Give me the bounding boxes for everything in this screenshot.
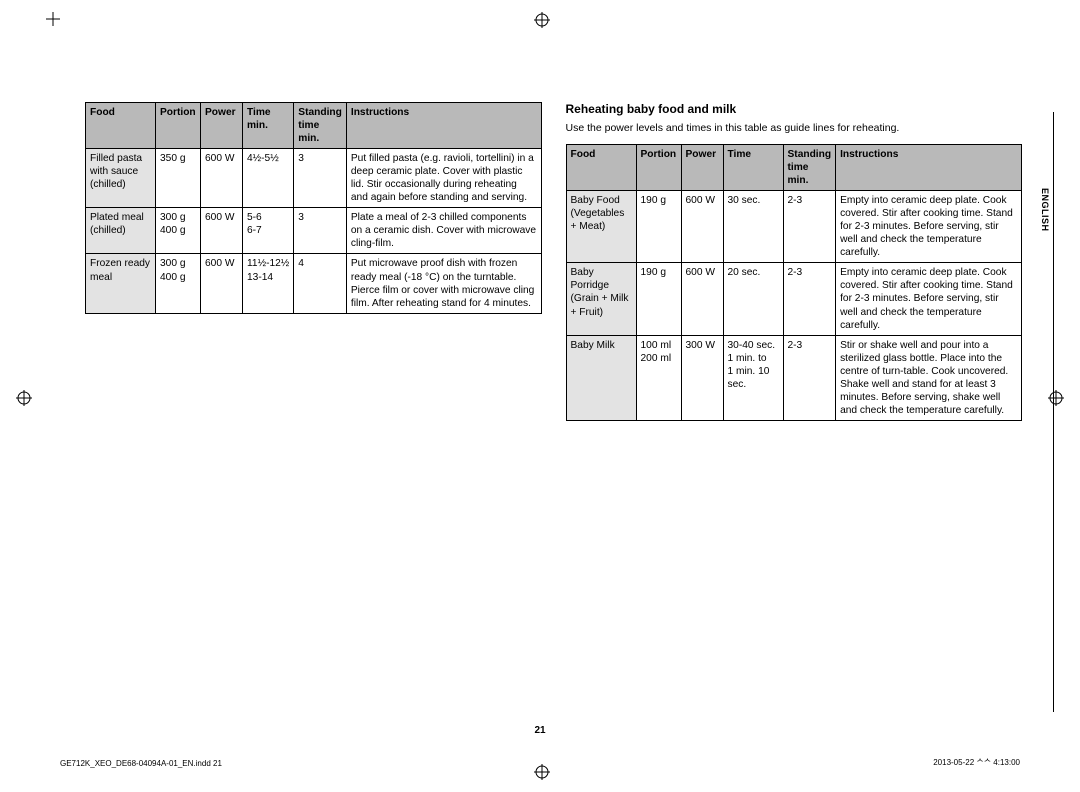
cell-instructions: Plate a meal of 2-3 chilled components o… [346,208,541,254]
cell-power: 300 W [681,335,723,420]
table-row: Plated meal (chilled) 300 g400 g 600 W 5… [86,208,542,254]
cell-power: 600 W [201,208,243,254]
baby-food-table: Food Portion Power Time Standingtimemin.… [566,144,1023,421]
table-row: Filled pasta with sauce (chilled) 350 g … [86,149,542,208]
cell-portion: 190 g [636,191,681,263]
reheating-table: Food Portion Power Timemin. Standingtime… [85,102,542,314]
cell-food: Frozen ready meal [86,254,156,313]
section-lead: Use the power levels and times in this t… [566,122,1023,134]
col-instructions: Instructions [346,103,541,149]
side-rule [1053,112,1054,712]
cell-time: 11½-12½13-14 [243,254,294,313]
col-power: Power [681,145,723,191]
cell-portion: 190 g [636,263,681,335]
cell-time: 20 sec. [723,263,783,335]
cell-power: 600 W [681,263,723,335]
cell-power: 600 W [201,149,243,208]
cell-instructions: Stir or shake well and pour into a steri… [836,335,1022,420]
col-time: Timemin. [243,103,294,149]
registration-mark-icon [1048,390,1064,406]
cell-portion: 350 g [156,149,201,208]
cell-time: 4½-5½ [243,149,294,208]
table-row: Frozen ready meal 300 g400 g 600 W 11½-1… [86,254,542,313]
cell-standing: 2-3 [783,263,836,335]
cell-power: 600 W [201,254,243,313]
left-column: Food Portion Power Timemin. Standingtime… [85,102,542,722]
table-row: Baby Food (Vegetables + Meat) 190 g 600 … [566,191,1022,263]
cell-standing: 3 [294,149,347,208]
cell-portion: 300 g400 g [156,254,201,313]
cell-power: 600 W [681,191,723,263]
cell-food: Plated meal (chilled) [86,208,156,254]
col-food: Food [86,103,156,149]
col-standing: Standingtimemin. [783,145,836,191]
table-row: Baby Porridge (Grain + Milk + Fruit) 190… [566,263,1022,335]
cell-time: 30-40 sec.1 min. to1 min. 10 sec. [723,335,783,420]
cell-food: Baby Porridge (Grain + Milk + Fruit) [566,263,636,335]
cell-standing: 3 [294,208,347,254]
cell-food: Baby Milk [566,335,636,420]
cell-food: Baby Food (Vegetables + Meat) [566,191,636,263]
cell-food: Filled pasta with sauce (chilled) [86,149,156,208]
col-portion: Portion [636,145,681,191]
language-label: ENGLISH [1040,188,1050,232]
section-title: Reheating baby food and milk [566,102,1023,116]
crop-mark-icon [46,12,60,26]
col-standing: Standingtimemin. [294,103,347,149]
registration-mark-icon [534,764,550,780]
registration-mark-icon [16,390,32,406]
cell-portion: 100 ml200 ml [636,335,681,420]
registration-mark-icon [534,12,550,28]
cell-time: 5-66-7 [243,208,294,254]
cell-portion: 300 g400 g [156,208,201,254]
manual-page: Food Portion Power Timemin. Standingtime… [0,0,1080,792]
col-time: Time [723,145,783,191]
cell-instructions: Empty into ceramic deep plate. Cook cove… [836,191,1022,263]
footer-filename: GE712K_XEO_DE68-04094A-01_EN.indd 21 [60,759,222,768]
content-area: Food Portion Power Timemin. Standingtime… [85,102,1040,722]
cell-standing: 2-3 [783,335,836,420]
page-number: 21 [534,725,545,736]
right-column: ENGLISH Reheating baby food and milk Use… [566,102,1041,722]
cell-instructions: Put microwave proof dish with frozen rea… [346,254,541,313]
col-power: Power [201,103,243,149]
table-row: Baby Milk 100 ml200 ml 300 W 30-40 sec.1… [566,335,1022,420]
cell-standing: 2-3 [783,191,836,263]
col-portion: Portion [156,103,201,149]
cell-time: 30 sec. [723,191,783,263]
cell-standing: 4 [294,254,347,313]
table-header: Food Portion Power Time Standingtimemin.… [566,145,1022,191]
table-header: Food Portion Power Timemin. Standingtime… [86,103,542,149]
cell-instructions: Empty into ceramic deep plate. Cook cove… [836,263,1022,335]
footer-timestamp: 2013-05-22 ᄉᄉ 4:13:00 [933,757,1020,768]
col-food: Food [566,145,636,191]
col-instructions: Instructions [836,145,1022,191]
cell-instructions: Put filled pasta (e.g. ravioli, tortelli… [346,149,541,208]
